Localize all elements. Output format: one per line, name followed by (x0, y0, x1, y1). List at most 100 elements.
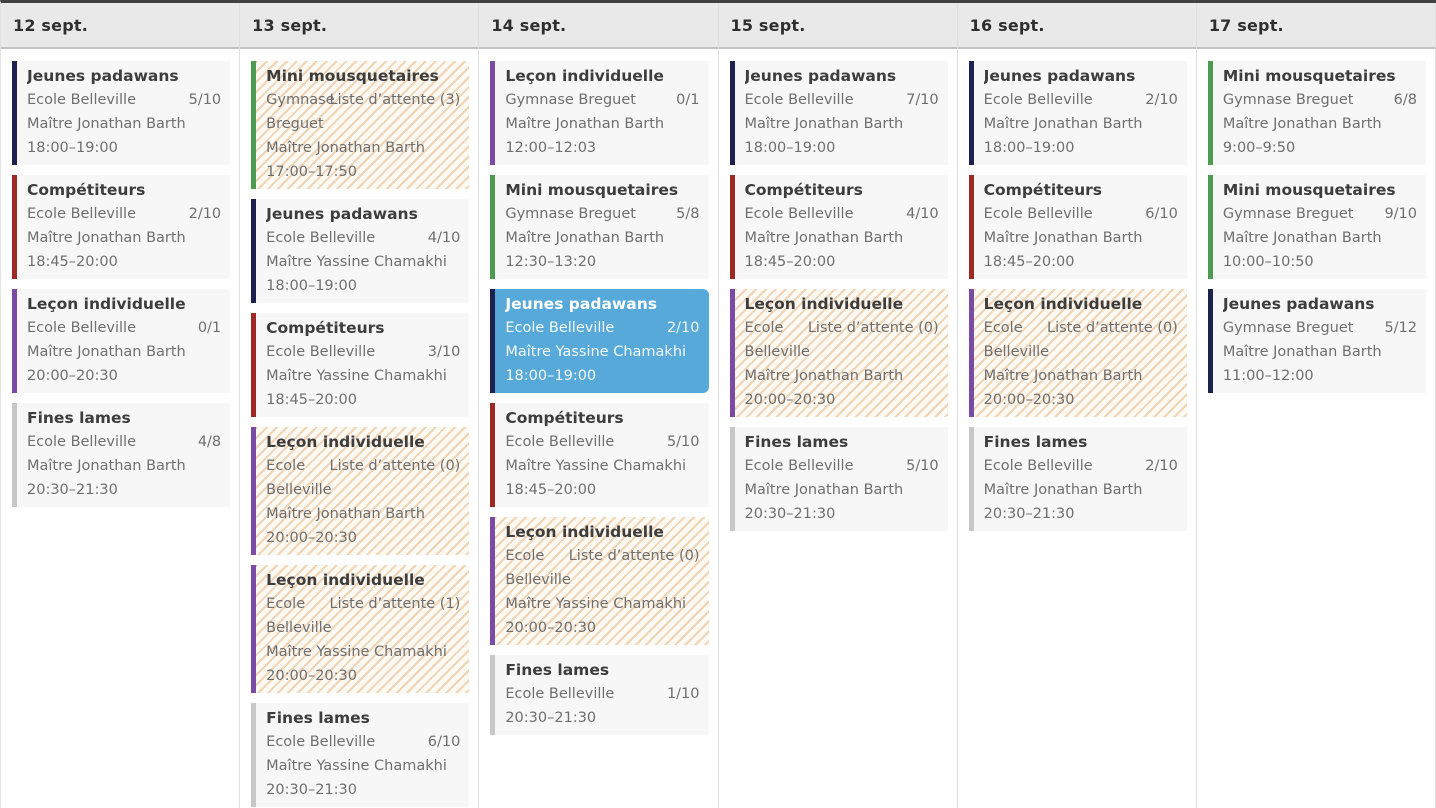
event-time: 18:45–20:00 (983, 254, 1075, 270)
event-card[interactable]: Mini mousquetaires Gymnase Breguet Liste… (251, 61, 470, 189)
event-location: Ecole Belleville (505, 320, 615, 336)
day-header: 17 sept. (1196, 3, 1435, 49)
event-card[interactable]: Compétiteurs Ecole Belleville 6/10 Maîtr… (968, 175, 1187, 279)
event-title: Mini mousquetaires (266, 67, 439, 85)
event-meta-row: Ecole Belleville 1/10 (505, 682, 699, 706)
event-title: Compétiteurs (27, 181, 146, 199)
event-title: Leçon individuelle (266, 571, 425, 589)
event-time: 20:00–20:30 (266, 530, 357, 546)
event-location: Ecole Belleville (983, 458, 1093, 474)
event-capacity: 5/10 (188, 92, 222, 108)
day-column: 15 sept. Jeunes padawans Ecole Bellevill… (718, 3, 958, 808)
event-title: Fines lames (266, 709, 370, 727)
event-card[interactable]: Leçon individuelle Ecole Belleville List… (251, 427, 470, 555)
event-instructor: Maître Jonathan Barth (744, 368, 904, 384)
event-card[interactable]: Jeunes padawans Ecole Belleville 7/10 Ma… (729, 61, 948, 165)
event-card[interactable]: Leçon individuelle Ecole Belleville List… (490, 517, 709, 645)
event-location: Ecole Belleville (266, 230, 376, 246)
event-card[interactable]: Jeunes padawans Ecole Belleville 5/10 Ma… (12, 61, 231, 165)
event-capacity: 2/10 (188, 206, 222, 222)
day-body: Leçon individuelle Gymnase Breguet 0/1 M… (479, 49, 717, 808)
event-capacity: 4/10 (906, 206, 939, 222)
event-card[interactable]: Mini mousquetaires Gymnase Breguet 6/8 M… (1207, 61, 1426, 165)
event-instructor: Maître Yassine Chamakhi (505, 596, 687, 612)
event-time: 11:00–12:00 (1222, 368, 1314, 384)
event-card[interactable]: Leçon individuelle Gymnase Breguet 0/1 M… (490, 61, 709, 165)
event-capacity: 4/10 (427, 230, 461, 246)
event-location: Gymnase Breguet (505, 92, 636, 108)
event-card[interactable]: Jeunes padawans Gymnase Breguet 5/12 Maî… (1207, 289, 1426, 393)
event-card[interactable]: Compétiteurs Ecole Belleville 4/10 Maîtr… (729, 175, 948, 279)
event-time: 12:30–13:20 (505, 254, 597, 270)
event-title: Mini mousquetaires (505, 181, 679, 199)
event-time: 18:00–19:00 (983, 140, 1075, 156)
event-card[interactable]: Jeunes padawans Ecole Belleville 4/10 Ma… (251, 199, 470, 303)
event-instructor: Maître Yassine Chamakhi (505, 458, 687, 474)
event-card[interactable]: Compétiteurs Ecole Belleville 5/10 Maîtr… (490, 403, 709, 507)
event-title: Compétiteurs (983, 181, 1102, 199)
event-instructor: Maître Jonathan Barth (983, 482, 1143, 498)
event-instructor: Maître Jonathan Barth (1222, 230, 1382, 246)
event-title: Mini mousquetaires (1222, 181, 1396, 199)
event-capacity: Liste d’attente (0) (1047, 320, 1178, 336)
event-location: Ecole Belleville (505, 548, 571, 588)
event-location: Ecole Belleville (744, 320, 810, 360)
event-card[interactable]: Fines lames Ecole Belleville 5/10 Maître… (729, 427, 948, 531)
event-title: Fines lames (744, 433, 849, 451)
event-title: Jeunes padawans (27, 67, 179, 85)
event-location: Ecole Belleville (266, 344, 376, 360)
event-location: Gymnase Breguet (266, 92, 335, 132)
event-location: Ecole Belleville (27, 206, 136, 222)
day-body: Mini mousquetaires Gymnase Breguet Liste… (240, 49, 478, 808)
event-instructor: Maître Jonathan Barth (266, 506, 425, 522)
event-card[interactable]: Mini mousquetaires Gymnase Breguet 9/10 … (1207, 175, 1426, 279)
event-capacity: 5/10 (666, 434, 700, 450)
event-instructor: Maître Jonathan Barth (983, 230, 1143, 246)
event-instructor: Maître Jonathan Barth (1222, 344, 1382, 360)
event-instructor: Maître Yassine Chamakhi (266, 644, 447, 660)
event-card[interactable]: Mini mousquetaires Gymnase Breguet 5/8 M… (490, 175, 709, 279)
event-time: 20:00–20:30 (505, 620, 597, 636)
event-location: Ecole Belleville (744, 206, 854, 222)
event-time: 20:00–20:30 (983, 392, 1075, 408)
event-title: Fines lames (27, 409, 131, 427)
event-time: 9:00–9:50 (1222, 140, 1296, 156)
day-header: 12 sept. (1, 3, 240, 49)
event-location: Gymnase Breguet (1222, 206, 1354, 222)
event-title: Fines lames (983, 433, 1088, 451)
event-capacity: 2/10 (1145, 92, 1178, 108)
event-title: Leçon individuelle (266, 433, 425, 451)
event-card[interactable]: Leçon individuelle Ecole Belleville List… (968, 289, 1187, 417)
event-location: Ecole Belleville (983, 92, 1093, 108)
event-card[interactable]: Leçon individuelle Ecole Belleville List… (251, 565, 470, 693)
event-instructor: Maître Jonathan Barth (983, 368, 1143, 384)
event-title: Leçon individuelle (983, 295, 1143, 313)
event-instructor: Maître Jonathan Barth (27, 230, 186, 246)
event-instructor: Maître Jonathan Barth (27, 344, 186, 360)
event-time: 20:30–21:30 (744, 506, 836, 522)
event-meta-row: Ecole Belleville 6/10 (266, 730, 460, 754)
event-location: Gymnase Breguet (1222, 320, 1354, 336)
event-meta-row: Ecole Belleville 2/10 (505, 316, 699, 340)
event-card[interactable]: Leçon individuelle Ecole Belleville 0/1 … (12, 289, 231, 393)
event-card[interactable]: Leçon individuelle Ecole Belleville List… (729, 289, 948, 417)
event-location: Ecole Belleville (744, 92, 854, 108)
event-title: Jeunes padawans (266, 205, 418, 223)
event-location: Gymnase Breguet (505, 206, 636, 222)
event-card[interactable]: Compétiteurs Ecole Belleville 2/10 Maîtr… (12, 175, 231, 279)
event-card[interactable]: Compétiteurs Ecole Belleville 3/10 Maîtr… (251, 313, 470, 417)
event-card[interactable]: Fines lames Ecole Belleville 1/10 20:30–… (490, 655, 709, 735)
event-meta-row: Ecole Belleville 5/10 (505, 430, 699, 454)
day-column: 14 sept. Leçon individuelle Gymnase Breg… (479, 3, 719, 808)
event-title: Mini mousquetaires (1222, 67, 1396, 85)
day-header-label: 14 sept. (491, 15, 567, 35)
event-card[interactable]: Fines lames Ecole Belleville 4/8 Maître … (12, 403, 231, 507)
day-header-label: 13 sept. (252, 15, 328, 35)
event-card[interactable]: Fines lames Ecole Belleville 6/10 Maître… (251, 703, 470, 807)
event-instructor: Maître Jonathan Barth (27, 116, 186, 132)
event-card[interactable]: Jeunes padawans Ecole Belleville 2/10 Ma… (968, 61, 1187, 165)
event-capacity: 2/10 (666, 320, 700, 336)
event-meta-row: Ecole Belleville 4/8 (27, 430, 221, 454)
event-card[interactable]: Fines lames Ecole Belleville 2/10 Maître… (968, 427, 1187, 531)
event-card[interactable]: Jeunes padawans Ecole Belleville 2/10 Ma… (490, 289, 709, 393)
